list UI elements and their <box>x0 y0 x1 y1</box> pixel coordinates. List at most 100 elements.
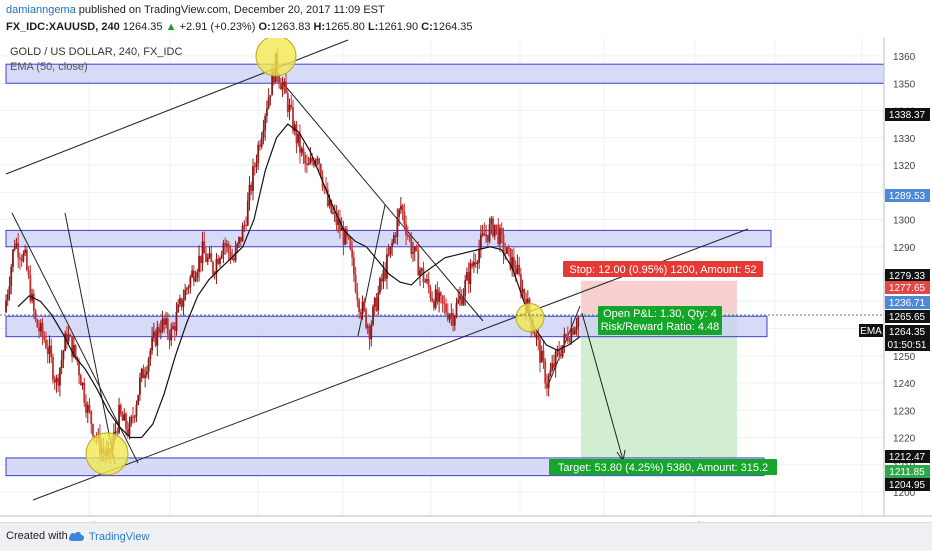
price-label: 1204.95 <box>889 480 926 491</box>
candle-body <box>573 329 576 335</box>
candle-body <box>24 249 27 254</box>
tradingview-logo[interactable]: TradingView <box>68 530 149 543</box>
candle-body <box>271 71 274 96</box>
candle-body <box>439 292 442 296</box>
candle-body <box>575 327 578 330</box>
y-tick-label: 1230 <box>893 406 916 417</box>
highlight-circles[interactable] <box>85 38 545 476</box>
candle-body <box>436 289 439 302</box>
candle-body <box>450 313 453 316</box>
projection-arrow[interactable] <box>581 312 624 461</box>
price-zone[interactable] <box>5 63 884 84</box>
price-label: 1279.33 <box>889 271 926 282</box>
candle-body <box>467 272 470 285</box>
candle-body <box>330 200 333 213</box>
candle-body <box>137 394 140 405</box>
candle-body <box>212 261 214 275</box>
author-link[interactable]: damianngema <box>6 4 76 16</box>
candle-body <box>445 304 447 313</box>
price-label-bg <box>885 338 930 351</box>
indicator-label[interactable]: EMA (50, close) <box>10 61 88 73</box>
price-label: 1338.37 <box>889 110 926 121</box>
candle-body <box>192 270 195 282</box>
candle-body <box>398 209 401 217</box>
trend-line[interactable] <box>64 212 116 465</box>
candle-body <box>565 334 567 336</box>
candle-body <box>114 431 117 433</box>
candle-body <box>559 355 562 357</box>
candle-body <box>332 212 334 214</box>
candle-body <box>554 351 557 368</box>
candle-body <box>563 334 566 346</box>
publish-info: damianngema published on TradingView.com… <box>6 4 385 16</box>
ohlc-line: FX_IDC:XAUUSD, 240 1264.35 ▲ +2.91 (+0.2… <box>6 21 473 33</box>
y-tick-label: 1200 <box>893 488 916 499</box>
candle-body <box>479 234 482 249</box>
candle-body <box>464 280 467 296</box>
price-label-bg <box>885 465 930 478</box>
candle-body <box>8 285 11 295</box>
candle-body <box>266 108 268 116</box>
candle-body <box>542 350 545 361</box>
candle-body <box>184 289 187 301</box>
candle-body <box>78 361 80 376</box>
candle-body <box>156 327 159 346</box>
candle-body <box>544 360 547 384</box>
candle-body <box>354 274 357 292</box>
footer-bar: Created with TradingView <box>0 522 932 551</box>
trend-line[interactable] <box>281 81 484 322</box>
y-tick-label: 1350 <box>893 79 916 90</box>
candle-body <box>5 300 7 313</box>
candle-body <box>269 95 272 98</box>
change-value: +2.91 (+0.23%) <box>179 21 256 33</box>
candle-body <box>405 224 407 236</box>
candle-body <box>377 292 380 311</box>
candle-body <box>297 133 300 144</box>
candle-body <box>426 279 428 282</box>
highlight-circle[interactable] <box>85 432 129 476</box>
candle-body <box>191 270 194 278</box>
candle-body <box>452 313 454 326</box>
high-value: 1265.80 <box>325 21 365 33</box>
take-profit-zone[interactable] <box>581 313 737 461</box>
chart-area[interactable]: 1200121012201230124012501260127012801290… <box>0 38 932 532</box>
candle-body <box>147 359 150 372</box>
candle-body <box>253 166 256 168</box>
price-chart[interactable]: 1200121012201230124012501260127012801290… <box>0 38 932 532</box>
candle-body <box>210 253 213 262</box>
candle-body <box>267 97 270 109</box>
support-resistance-zones[interactable] <box>5 63 884 477</box>
candle-body <box>41 322 44 336</box>
trend-line[interactable] <box>11 212 139 464</box>
candle-body <box>506 247 508 254</box>
candle-body <box>246 200 249 226</box>
candle-body <box>568 340 571 342</box>
candle-body <box>373 297 376 307</box>
candle-body <box>208 253 211 258</box>
candle-body <box>453 316 456 326</box>
candle-body <box>495 224 498 226</box>
price-label-bg <box>885 108 930 121</box>
candle-body <box>52 357 54 380</box>
highlight-circle[interactable] <box>515 303 545 333</box>
candle-body <box>189 277 192 288</box>
candle-body <box>419 270 421 276</box>
candle-body <box>448 315 451 320</box>
candle-body <box>159 330 162 333</box>
candle-body <box>476 262 479 265</box>
candle-body <box>45 340 47 348</box>
candle-body <box>387 254 390 256</box>
short-position-tool[interactable] <box>581 280 737 461</box>
candle-body <box>53 379 56 383</box>
candle-body <box>220 254 223 259</box>
candle-body <box>431 297 434 302</box>
candle-body <box>27 269 30 276</box>
highlight-circle[interactable] <box>255 38 297 77</box>
candle-body <box>478 248 481 263</box>
candle-body <box>500 228 503 235</box>
candle-body <box>248 184 251 201</box>
candle-body <box>483 233 486 236</box>
candle-body <box>29 275 32 301</box>
candle-body <box>224 243 227 246</box>
